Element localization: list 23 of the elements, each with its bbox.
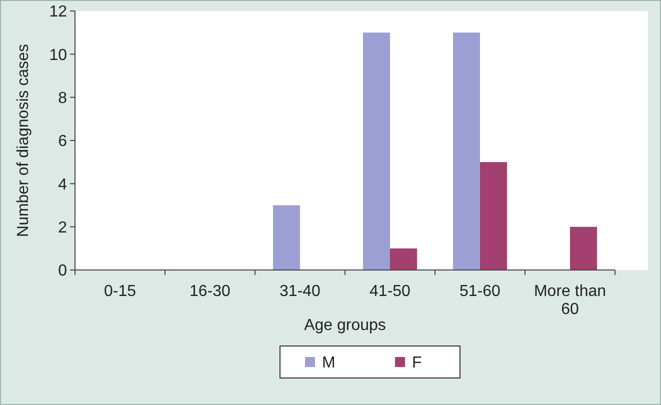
- x-tick-label: More than 60: [534, 283, 606, 318]
- bar: [363, 32, 390, 270]
- x-tick-label: 0-15: [104, 283, 136, 300]
- y-tick-label: 10: [49, 46, 68, 64]
- legend-label: F: [412, 354, 422, 372]
- x-axis-title: Age groups: [304, 317, 386, 334]
- y-tick-label: 2: [58, 219, 68, 236]
- x-tick-label: 16-30: [190, 283, 231, 300]
- x-tick-label: 51-60: [460, 283, 501, 300]
- x-tick-label: 31-40: [280, 283, 321, 300]
- bar: [273, 205, 300, 270]
- bar: [480, 162, 507, 270]
- bar: [390, 248, 417, 270]
- legend-label: M: [322, 354, 336, 372]
- y-tick-label: 0: [58, 262, 68, 280]
- bar: [453, 32, 480, 270]
- y-axis-title: Number of diagnosis cases: [15, 44, 32, 237]
- x-tick-label: 41-50: [370, 283, 411, 300]
- bar: [570, 226, 597, 270]
- y-tick-label: 8: [58, 90, 68, 107]
- y-tick-label: 12: [49, 4, 68, 21]
- y-tick-label: 6: [58, 133, 68, 150]
- y-tick-label: 4: [58, 176, 68, 194]
